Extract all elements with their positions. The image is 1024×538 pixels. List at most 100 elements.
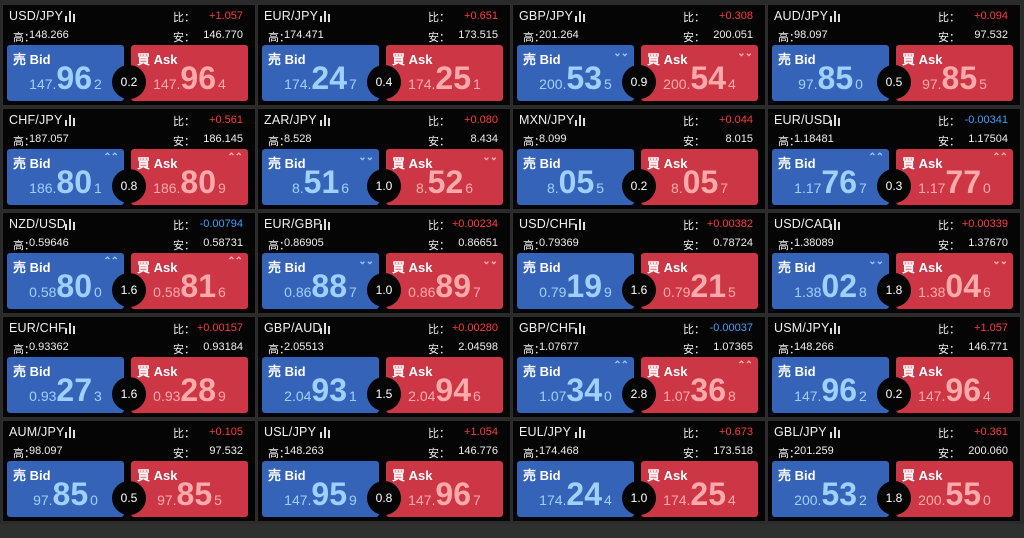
chart-icon[interactable]: [575, 427, 587, 438]
ask-price-fraction: 6: [218, 284, 226, 300]
chart-icon[interactable]: [830, 323, 842, 334]
spread-badge: 1.5: [367, 377, 401, 411]
chart-icon[interactable]: [320, 11, 332, 22]
low-label: 安：: [938, 448, 960, 460]
chart-icon[interactable]: [65, 219, 77, 230]
bid-price-prefix: 174.: [284, 76, 312, 92]
bid-button[interactable]: 売 Bid 147.95 9: [262, 461, 379, 517]
ask-button[interactable]: 買 Ask 147.96 7: [386, 461, 503, 517]
change-label: 比：: [428, 116, 450, 128]
bid-price-pips: 24: [566, 476, 603, 512]
ask-price-fraction: 7: [720, 180, 729, 196]
chart-icon[interactable]: [65, 427, 77, 438]
ask-button[interactable]: 買 Ask 147.96 4: [131, 45, 248, 101]
ask-button[interactable]: 買 Ask 174.25 4: [641, 461, 758, 517]
chart-icon[interactable]: [320, 219, 332, 230]
ask-button[interactable]: 買 Ask ⌃⌃ 1.0736 8: [641, 357, 758, 413]
bid-button[interactable]: 売 Bid ⌃⌃ 1.1776 7: [772, 149, 889, 205]
bid-button[interactable]: 売 Bid 147.96 2: [7, 45, 124, 101]
chart-icon[interactable]: [830, 219, 842, 230]
ask-button[interactable]: 買 Ask 200.55 0: [896, 461, 1013, 517]
bid-button[interactable]: 売 Bid 97.85 0: [7, 461, 124, 517]
bid-price-fraction: 1: [349, 388, 357, 404]
chart-icon[interactable]: [575, 323, 587, 334]
ask-price-prefix: 97.: [157, 492, 177, 508]
chart-icon[interactable]: [65, 11, 77, 22]
rate-panel: NZD/USD 比： -0.00794 高： 0.59646 安： 0.5873…: [2, 212, 256, 314]
bid-price: 0.9327 3: [7, 372, 124, 409]
ask-button[interactable]: 買 Ask ⌃⌃ 0.5881 6: [131, 253, 248, 309]
chart-icon[interactable]: [575, 11, 587, 22]
bid-button[interactable]: 売 Bid ⌄⌄ 0.8688 7: [262, 253, 379, 309]
ask-button[interactable]: 買 Ask 0.9328 9: [131, 357, 248, 413]
ask-button[interactable]: 買 Ask 8.05 7: [641, 149, 758, 205]
ask-button[interactable]: 買 Ask 2.0494 6: [386, 357, 503, 413]
change-value: +0.673: [719, 426, 753, 438]
ask-button[interactable]: 買 Ask 0.7921 5: [641, 253, 758, 309]
double-chevron-up-icon: ⌃⌃: [103, 256, 119, 267]
low-value: 97.532: [209, 445, 243, 457]
change-value: +1.054: [464, 426, 498, 438]
high-label: 高：: [268, 240, 290, 252]
spread-badge: 0.3: [877, 169, 911, 203]
bid-button[interactable]: 売 Bid 174.24 4: [517, 461, 634, 517]
ask-price-prefix: 200.: [663, 76, 691, 92]
currency-pair-label: GBP/AUD: [264, 321, 322, 335]
ask-button[interactable]: 買 Ask 174.25 1: [386, 45, 503, 101]
chart-icon[interactable]: [320, 323, 332, 334]
chart-icon[interactable]: [575, 219, 587, 230]
ask-price-prefix: 200.: [918, 492, 946, 508]
bid-button[interactable]: 売 Bid 8.05 5: [517, 149, 634, 205]
change-label: 比：: [683, 220, 705, 232]
ask-price: 147.96 4: [896, 372, 1013, 409]
ask-button[interactable]: 買 Ask ⌄⌄ 0.8689 7: [386, 253, 503, 309]
bid-price-pips: 34: [566, 372, 603, 408]
change-label: 比：: [683, 428, 705, 440]
high-label: 高：: [778, 136, 800, 148]
chart-icon[interactable]: [830, 427, 842, 438]
rate-panel: USD/CAD 比： +0.00339 高： 1.38089 安： 1.3767…: [767, 212, 1021, 314]
ask-button[interactable]: 買 Ask ⌃⌃ 1.1777 0: [896, 149, 1013, 205]
bid-button[interactable]: 売 Bid ⌃⌃ 0.5880 0: [7, 253, 124, 309]
spread-badge: 1.8: [877, 481, 911, 515]
chart-icon[interactable]: [830, 11, 842, 22]
chart-icon[interactable]: [65, 115, 77, 126]
chart-icon[interactable]: [320, 427, 332, 438]
bid-button[interactable]: 売 Bid ⌄⌄ 200.53 5: [517, 45, 634, 101]
ask-button[interactable]: 買 Ask ⌃⌃ 186.80 9: [131, 149, 248, 205]
low-label: 安：: [428, 136, 450, 148]
bid-button[interactable]: 売 Bid 147.96 2: [772, 357, 889, 413]
spread-badge: 0.2: [877, 377, 911, 411]
chart-icon[interactable]: [320, 115, 332, 126]
high-label: 高：: [523, 344, 545, 356]
ask-button[interactable]: 買 Ask ⌄⌄ 200.54 4: [641, 45, 758, 101]
high-value: 0.59646: [29, 237, 69, 249]
bid-button[interactable]: 売 Bid 200.53 2: [772, 461, 889, 517]
bid-label: 売 Bid: [778, 52, 816, 67]
bid-price: 174.24 4: [517, 476, 634, 513]
ask-price: 200.54 4: [641, 60, 758, 97]
bid-button[interactable]: 売 Bid ⌃⌃ 1.0734 0: [517, 357, 634, 413]
bid-button[interactable]: 売 Bid 174.24 7: [262, 45, 379, 101]
bid-button[interactable]: 売 Bid ⌄⌄ 1.3802 8: [772, 253, 889, 309]
rate-panel: CHF/JPY 比： +0.561 高： 187.057 安： 186.145 …: [2, 108, 256, 210]
ask-button[interactable]: 買 Ask ⌄⌄ 8.52 6: [386, 149, 503, 205]
ask-price: 97.85 5: [896, 60, 1013, 97]
chart-icon[interactable]: [575, 115, 587, 126]
ask-button[interactable]: 買 Ask 97.85 5: [131, 461, 248, 517]
bid-button[interactable]: 売 Bid ⌃⌃ 186.80 1: [7, 149, 124, 205]
ask-button[interactable]: 買 Ask 147.96 4: [896, 357, 1013, 413]
chart-icon[interactable]: [65, 323, 77, 334]
ask-button[interactable]: 買 Ask ⌄⌄ 1.3804 6: [896, 253, 1013, 309]
bid-button[interactable]: 売 Bid 0.7919 9: [517, 253, 634, 309]
low-label: 安：: [173, 344, 195, 356]
bid-label: 売 Bid: [523, 364, 561, 379]
bid-button[interactable]: 売 Bid 0.9327 3: [7, 357, 124, 413]
ask-button[interactable]: 買 Ask 97.85 5: [896, 45, 1013, 101]
bid-button[interactable]: 売 Bid ⌄⌄ 8.51 6: [262, 149, 379, 205]
bid-button[interactable]: 売 Bid 97.85 0: [772, 45, 889, 101]
bid-price-prefix: 1.07: [539, 388, 567, 404]
bid-price-prefix: 8.: [546, 180, 559, 196]
chart-icon[interactable]: [830, 115, 842, 126]
bid-button[interactable]: 売 Bid 2.0493 1: [262, 357, 379, 413]
